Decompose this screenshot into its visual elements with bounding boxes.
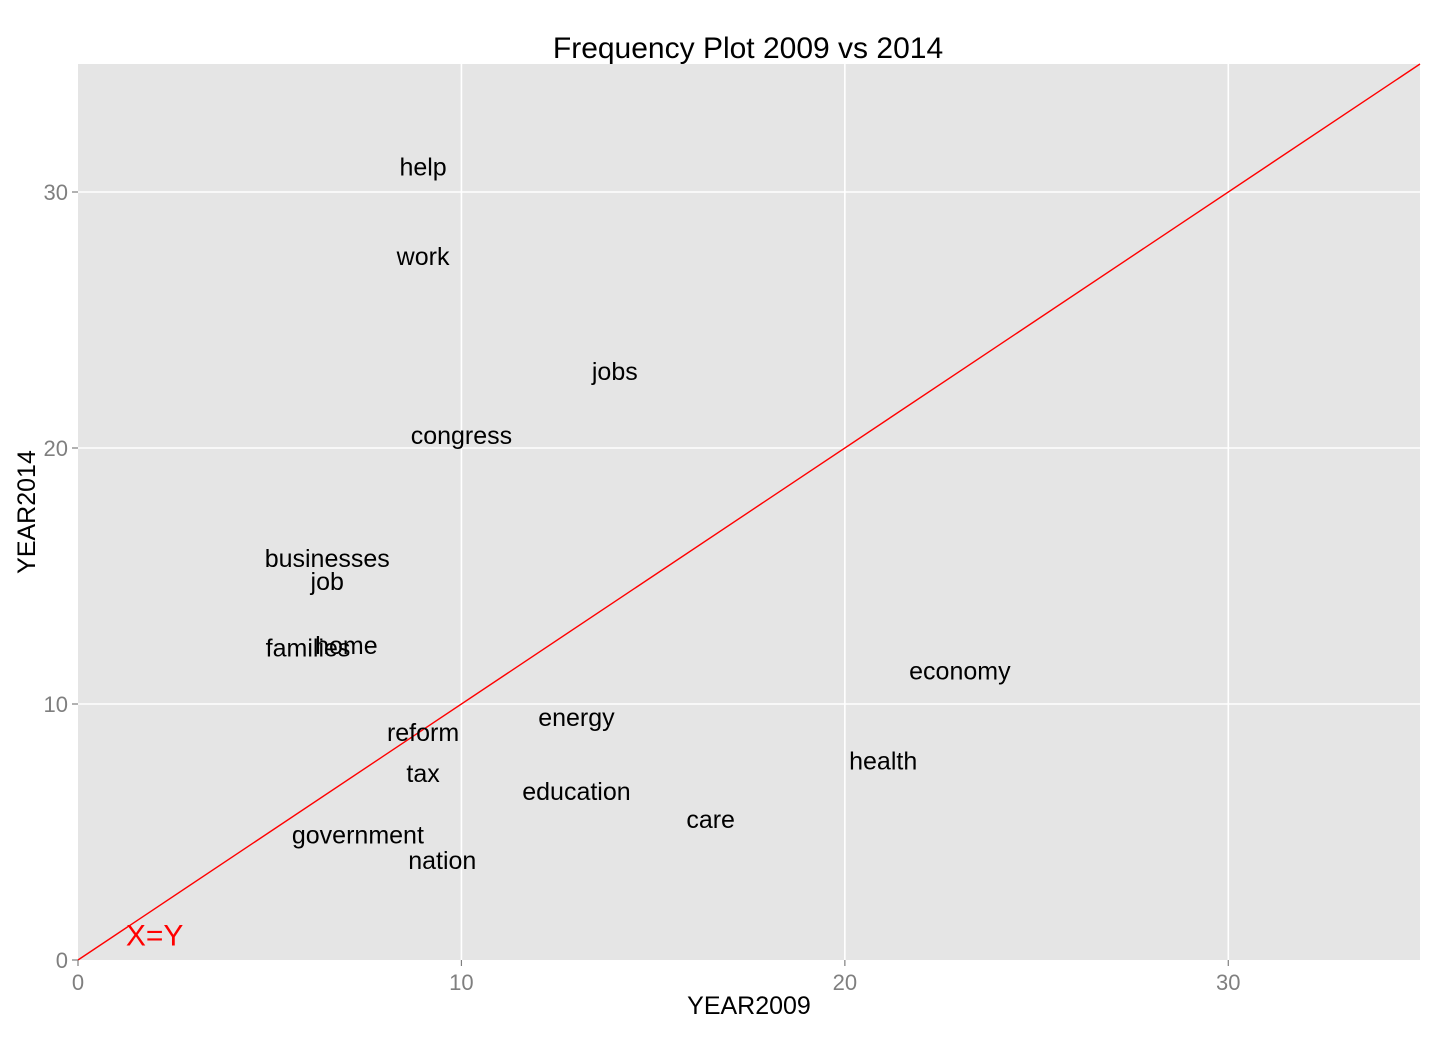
word-point: help: [399, 153, 446, 181]
word-point: health: [849, 747, 917, 775]
y-tick-label: 0: [56, 948, 68, 973]
x-tick-label: 20: [833, 970, 857, 995]
word-point: government: [292, 822, 424, 850]
word-point: care: [686, 806, 735, 834]
gridlines: [78, 64, 1420, 960]
word-point: tax: [406, 760, 440, 788]
word-point: congress: [411, 422, 512, 450]
x-tick-label: 10: [449, 970, 473, 995]
word-point: economy: [909, 658, 1011, 686]
word-point: home: [315, 632, 378, 660]
y-tick-label: 20: [44, 436, 68, 461]
word-point: families: [266, 635, 351, 663]
x-axis-label: YEAR2009: [687, 992, 811, 1020]
word-point: energy: [538, 704, 615, 732]
word-point: reform: [387, 719, 459, 747]
word-point: jobs: [591, 358, 638, 386]
chart-title: Frequency Plot 2009 vs 2014: [553, 32, 943, 65]
y-axis-label: YEAR2014: [13, 450, 41, 574]
x-tick-label: 30: [1216, 970, 1240, 995]
reference-line-label: X=Y: [126, 919, 184, 952]
axes: 0 10 20 30 0 10 20 30: [44, 180, 1241, 995]
word-point: businesses: [265, 545, 390, 573]
word-point: education: [522, 778, 630, 806]
x-tick-label: 0: [72, 970, 84, 995]
y-tick-label: 10: [44, 692, 68, 717]
word-point: job: [310, 568, 344, 596]
y-tick-label: 30: [44, 180, 68, 205]
reference-line: [77, 63, 1421, 961]
word-point: nation: [408, 847, 476, 875]
word-point: work: [396, 243, 450, 271]
